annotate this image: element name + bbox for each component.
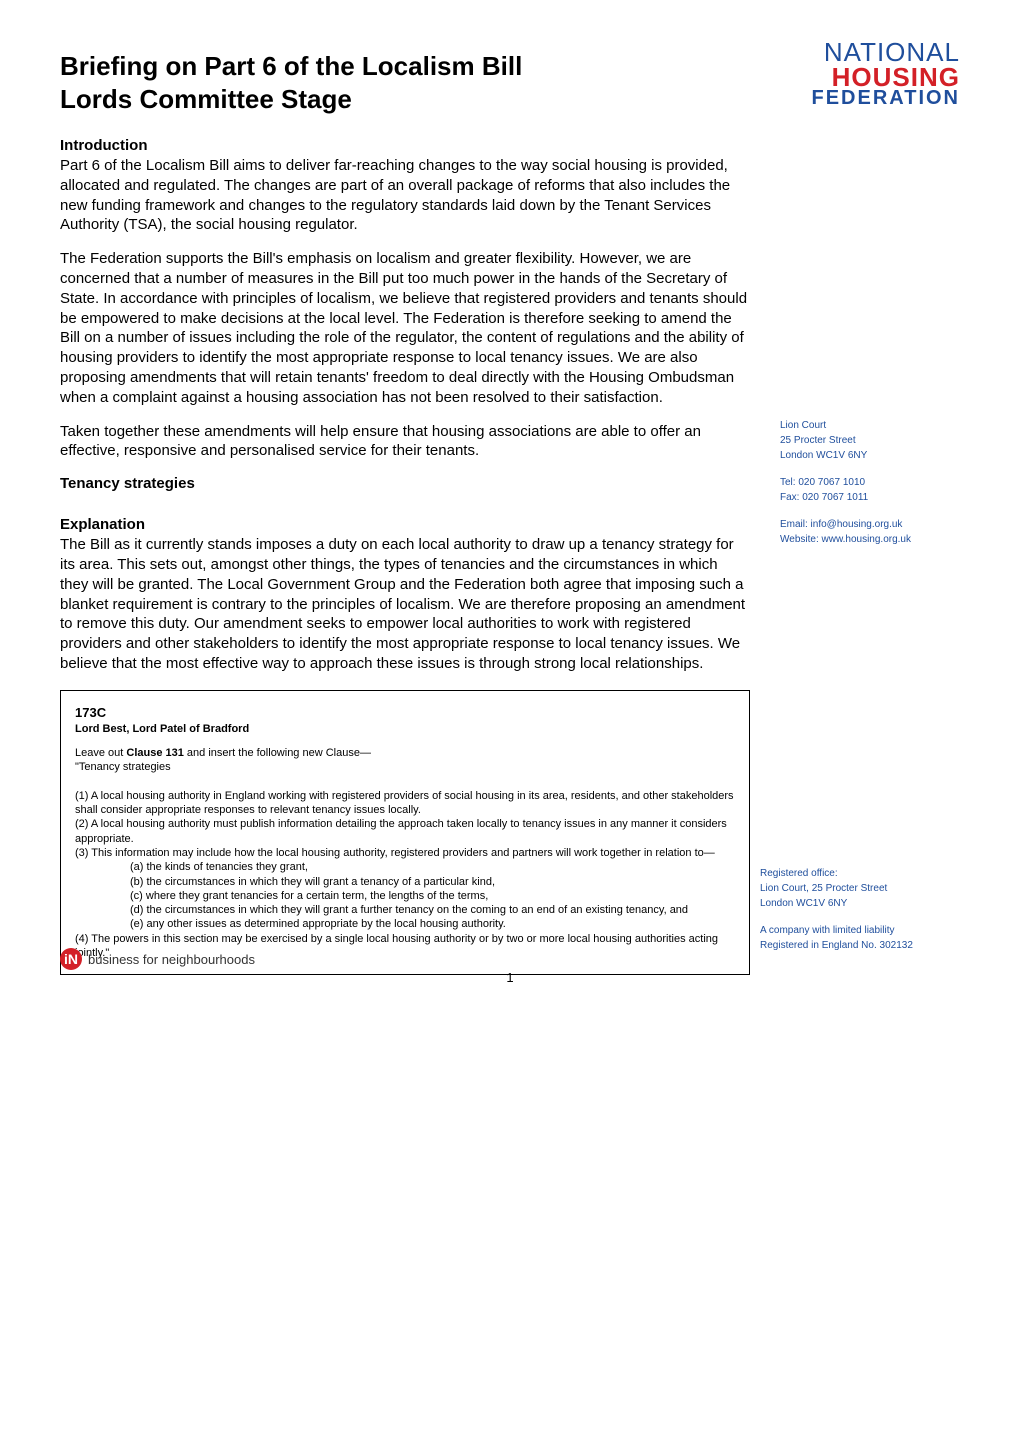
- amendment-code: 173C: [75, 705, 735, 722]
- address-line2: 25 Procter Street: [780, 433, 960, 448]
- address-line3: London WC1V 6NY: [780, 448, 960, 463]
- introduction-para1: Part 6 of the Localism Bill aims to deli…: [60, 156, 750, 235]
- amendment-intro-suffix: and insert the following new Clause—: [184, 747, 371, 759]
- document-title: Briefing on Part 6 of the Localism Bill …: [60, 50, 750, 115]
- main-content: Briefing on Part 6 of the Localism Bill …: [60, 50, 750, 975]
- amendment-item-c: (c) where they grant tenancies for a cer…: [75, 889, 735, 903]
- address-line1: Lion Court: [780, 418, 960, 433]
- tel: Tel: 020 7067 1010: [780, 475, 960, 490]
- introduction-para2: The Federation supports the Bill's empha…: [60, 249, 750, 407]
- website: Website: www.housing.org.uk: [780, 532, 960, 547]
- amendment-item-b: (b) the circumstances in which they will…: [75, 875, 735, 889]
- logo-line2: HOUSING: [811, 65, 960, 90]
- explanation-heading: Explanation: [60, 516, 750, 533]
- amendment-item-d: (d) the circumstances in which they will…: [75, 903, 735, 917]
- registered-office-block: Registered office: Lion Court, 25 Procte…: [760, 866, 960, 911]
- footer-logo-icon: iN: [60, 948, 82, 970]
- amendment-item-a: (a) the kinds of tenancies they grant,: [75, 860, 735, 874]
- registered-office-line1: Lion Court, 25 Procter Street: [760, 881, 960, 896]
- amendment-subtitle: "Tenancy strategies: [75, 760, 735, 774]
- footer-logo-text: business for neighbourhoods: [88, 952, 255, 967]
- logo-line3: FEDERATION: [811, 89, 960, 108]
- amendment-item-e: (e) any other issues as determined appro…: [75, 917, 735, 931]
- registered-office-line2: London WC1V 6NY: [760, 896, 960, 911]
- company-line1: A company with limited liability: [760, 923, 960, 938]
- company-block: A company with limited liability Registe…: [760, 923, 960, 953]
- logo: NATIONAL HOUSING FEDERATION: [811, 40, 960, 108]
- sidebar-phone: Tel: 020 7067 1010 Fax: 020 7067 1011: [780, 475, 960, 505]
- fax: Fax: 020 7067 1011: [780, 490, 960, 505]
- amendment-intro-bold: Clause 131: [126, 747, 183, 759]
- registered-office-label: Registered office:: [760, 866, 960, 881]
- amendment-intro: Leave out Clause 131 and insert the foll…: [75, 746, 735, 760]
- company-line2: Registered in England No. 302132: [760, 938, 960, 953]
- amendment-intro-prefix: Leave out: [75, 747, 126, 759]
- footer-sidebar: Registered office: Lion Court, 25 Procte…: [760, 866, 960, 965]
- sidebar-contact: Lion Court 25 Procter Street London WC1V…: [780, 418, 960, 559]
- logo-line1: NATIONAL: [811, 40, 960, 65]
- footer-logo: iN business for neighbourhoods: [60, 948, 255, 970]
- title-line1: Briefing on Part 6 of the Localism Bill: [60, 51, 522, 81]
- email: Email: info@housing.org.uk: [780, 517, 960, 532]
- amendment-sub2: (2) A local housing authority must publi…: [75, 817, 735, 846]
- amendment-sub1: (1) A local housing authority in England…: [75, 789, 735, 818]
- explanation-para: The Bill as it currently stands imposes …: [60, 535, 750, 674]
- amendment-sub3: (3) This information may include how the…: [75, 846, 735, 860]
- introduction-para3: Taken together these amendments will hel…: [60, 422, 750, 462]
- page-number: 1: [506, 970, 513, 985]
- introduction-heading: Introduction: [60, 137, 750, 154]
- tenancy-strategies-heading: Tenancy strategies: [60, 475, 750, 492]
- amendment-box: 173C Lord Best, Lord Patel of Bradford L…: [60, 690, 750, 976]
- sidebar-address: Lion Court 25 Procter Street London WC1V…: [780, 418, 960, 463]
- sidebar-web: Email: info@housing.org.uk Website: www.…: [780, 517, 960, 547]
- title-line2: Lords Committee Stage: [60, 84, 352, 114]
- amendment-sponsors: Lord Best, Lord Patel of Bradford: [75, 722, 735, 736]
